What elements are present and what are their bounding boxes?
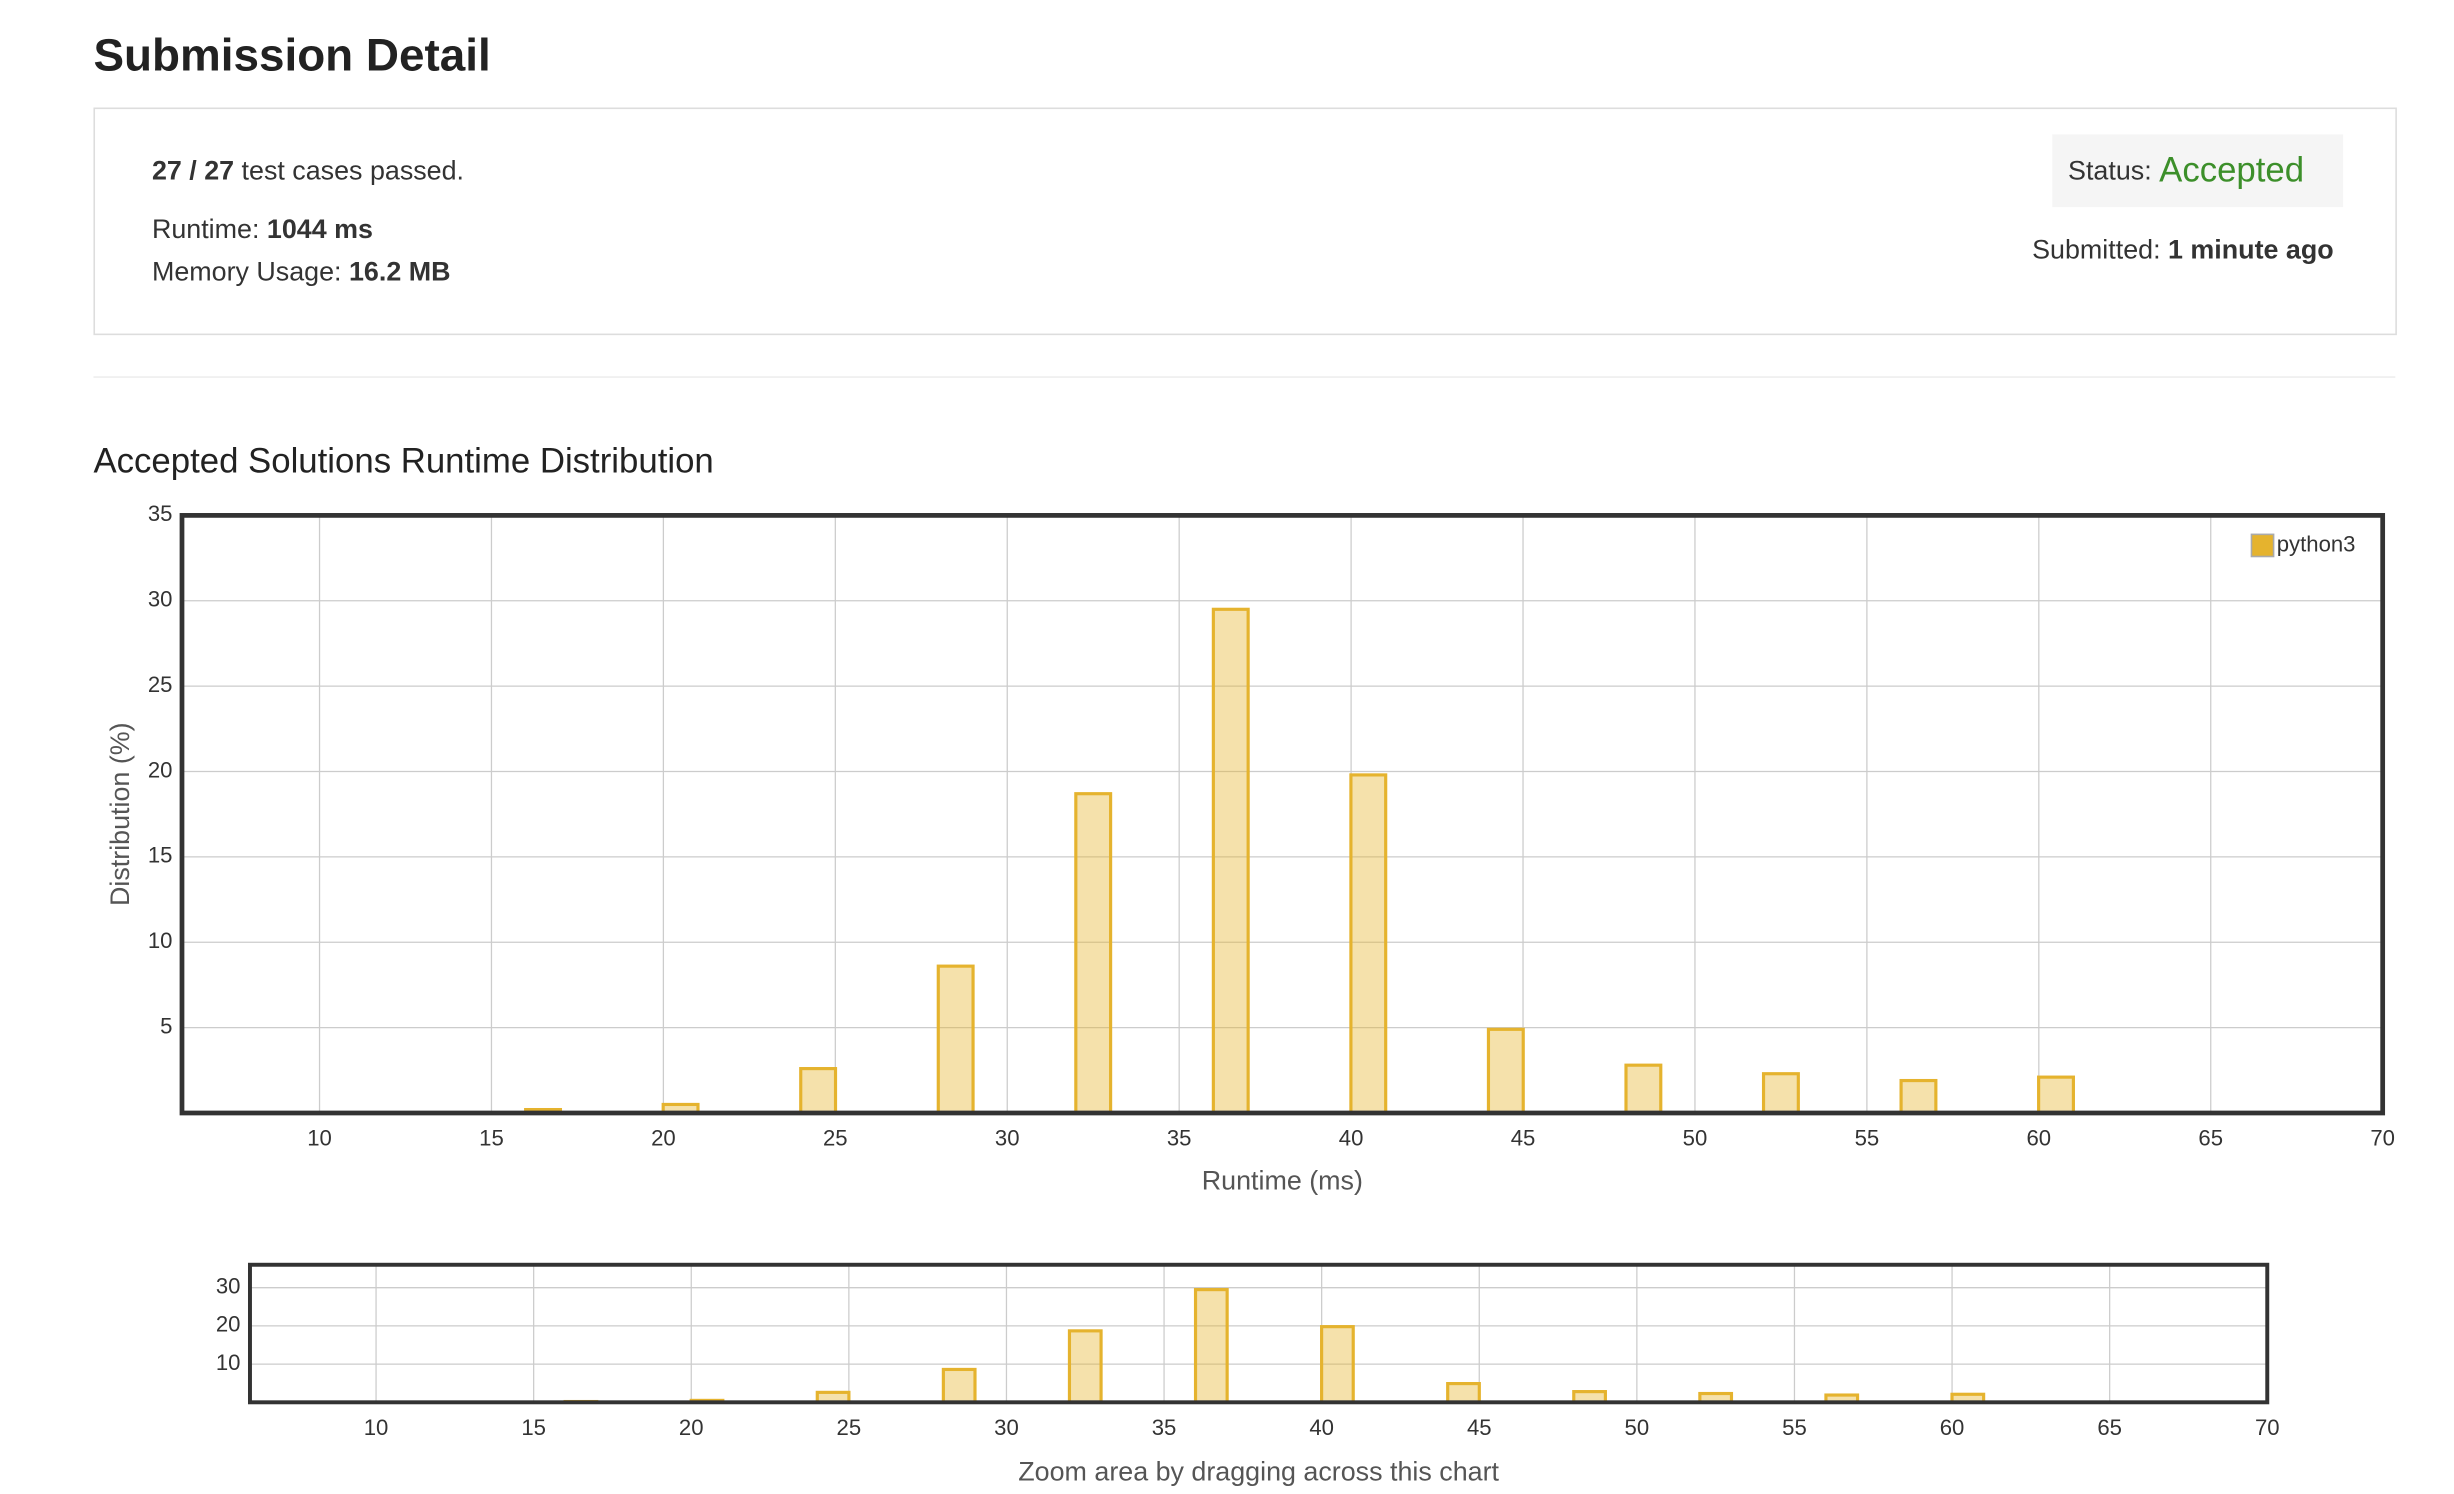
y-tick-label: 25: [148, 672, 173, 697]
x-tick-label: 70: [2370, 1126, 2395, 1151]
y-tick-label: 35: [148, 501, 173, 526]
x-tick-label: 25: [837, 1415, 862, 1440]
chart-title: Accepted Solutions Runtime Distribution: [93, 442, 713, 480]
y-tick-label: 15: [148, 843, 173, 868]
bar: [1211, 607, 1250, 1115]
x-tick-label: 30: [994, 1415, 1019, 1440]
y-tick-label: 30: [216, 1274, 241, 1299]
plot-area: [249, 1264, 2268, 1403]
status-label: Status:: [2068, 155, 2152, 185]
y-tick-label: 20: [148, 757, 173, 782]
page-title: Submission Detail: [93, 30, 490, 81]
bar: [1624, 1063, 1663, 1115]
bar: [1446, 1382, 1481, 1404]
y-tick-label: 10: [148, 928, 173, 953]
cases-text: test cases passed.: [242, 155, 464, 185]
x-tick-label: 45: [1467, 1415, 1492, 1440]
x-axis-label: Runtime (ms): [1202, 1166, 1363, 1196]
x-tick-label: 10: [364, 1415, 389, 1440]
bar: [1349, 773, 1388, 1115]
status-line: Status: Accepted: [2068, 152, 2304, 190]
bar: [2037, 1075, 2075, 1115]
y-tick-label: 10: [216, 1350, 241, 1375]
x-tick-label: 55: [1855, 1126, 1880, 1151]
status-value[interactable]: Accepted: [2159, 152, 2304, 190]
x-tick-label: 30: [995, 1126, 1020, 1151]
bar: [1899, 1078, 1938, 1115]
bar: [1193, 1288, 1229, 1404]
bar: [1761, 1072, 1800, 1115]
bar: [1486, 1027, 1525, 1115]
y-tick-label: 20: [216, 1312, 241, 1337]
legend-label: python3: [2277, 531, 2356, 556]
x-tick-label: 35: [1152, 1415, 1177, 1440]
x-axis-label: Zoom area by dragging across this chart: [1018, 1457, 1499, 1487]
x-tick-label: 40: [1339, 1126, 1364, 1151]
x-tick-label: 10: [307, 1126, 332, 1151]
x-tick-label: 65: [2097, 1415, 2122, 1440]
y-axis-label: Distribution (%): [105, 722, 135, 906]
memory-line: Memory Usage: 16.2 MB: [152, 257, 451, 287]
status-box: [2052, 134, 2344, 208]
bar: [936, 964, 975, 1115]
bar: [1067, 1329, 1103, 1404]
x-tick-label: 40: [1309, 1415, 1334, 1440]
x-tick-label: 20: [651, 1126, 676, 1151]
memory-label: Memory Usage:: [152, 257, 342, 287]
x-tick-label: 35: [1167, 1126, 1192, 1151]
x-tick-label: 15: [479, 1126, 504, 1151]
cases-passed: 27 / 27: [152, 155, 234, 185]
runtime-line: Runtime: 1044 ms: [152, 214, 373, 244]
bar: [799, 1067, 838, 1115]
bar: [1074, 792, 1113, 1115]
x-tick-label: 60: [2027, 1126, 2052, 1151]
legend-swatch: [2250, 533, 2275, 558]
memory-value: 16.2 MB: [349, 257, 451, 287]
y-tick-label: 5: [160, 1013, 172, 1038]
cases-line: 27 / 27 test cases passed.: [152, 155, 464, 185]
submitted-label: Submitted:: [2032, 234, 2160, 264]
x-tick-label: 20: [679, 1415, 704, 1440]
runtime-value: 1044 ms: [267, 214, 373, 244]
x-tick-label: 60: [1940, 1415, 1965, 1440]
detail-panel: [93, 107, 2397, 336]
plot-area: [181, 515, 2383, 1113]
bar: [1320, 1325, 1355, 1404]
x-tick-label: 50: [1625, 1415, 1650, 1440]
runtime-label: Runtime:: [152, 214, 259, 244]
x-tick-label: 50: [1683, 1126, 1708, 1151]
submitted-line: Submitted: 1 minute ago: [2032, 234, 2334, 264]
submitted-value: 1 minute ago: [2168, 234, 2334, 264]
x-tick-label: 25: [823, 1126, 848, 1151]
x-tick-label: 70: [2255, 1415, 2280, 1440]
y-tick-label: 30: [148, 587, 173, 612]
x-tick-label: 65: [2198, 1126, 2223, 1151]
x-tick-label: 45: [1511, 1126, 1536, 1151]
x-tick-label: 55: [1782, 1415, 1807, 1440]
x-tick-label: 15: [521, 1415, 546, 1440]
bar: [941, 1367, 977, 1404]
plot-frame: [179, 513, 2386, 1116]
plot-frame: [247, 1262, 2270, 1405]
